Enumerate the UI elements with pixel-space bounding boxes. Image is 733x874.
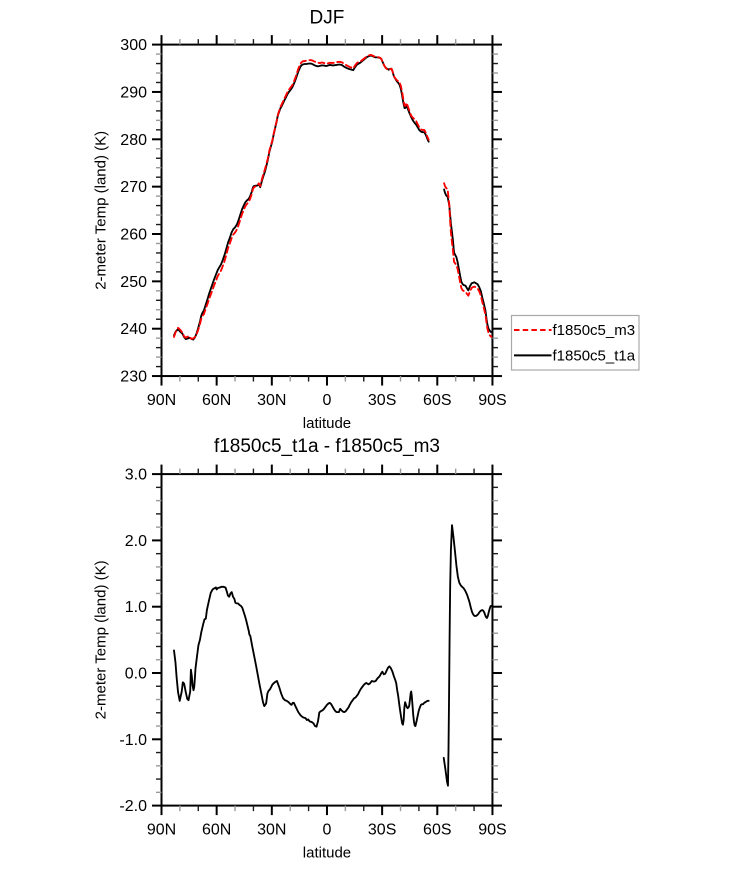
top-plot: 90N 60N 30N 0 30S 60S 90S 230 240 250 260 270 280 290… — [93, 8, 640, 432]
x-tick-label: 30N — [257, 392, 286, 409]
y-tick-label: -2.0 — [119, 798, 147, 815]
curve-f1850c5-t1a-seg0 — [173, 54, 430, 341]
bottom-plot: 90N 60N 30N 0 30S 60S 90S -2.0 -1.0 0.0 1.0 2.0 3.0 f… — [93, 436, 507, 862]
x-tick-label: 60N — [202, 822, 231, 839]
y-axis-label: 2-meter Temp (land) (K) — [93, 131, 110, 290]
y-tick-label: 290 — [120, 84, 147, 101]
y-axis-label: 2-meter Temp (land) (K) — [93, 560, 110, 719]
x-tick-label: 90S — [478, 822, 506, 839]
bottom-plot-title: f1850c5_t1a - f1850c5_m3 — [214, 436, 440, 457]
plot-frame — [160, 473, 494, 807]
x-tick-label: 0 — [323, 392, 332, 409]
y-tick-label: 2.0 — [125, 533, 147, 550]
x-axis-label: latitude — [303, 415, 351, 432]
y-tick-label: 0.0 — [125, 666, 147, 683]
y-tick-label: 230 — [120, 369, 147, 386]
legend-box — [510, 314, 640, 371]
curves — [173, 53, 493, 341]
x-tick-label: 90N — [147, 392, 176, 409]
y-tick-label: 240 — [120, 321, 147, 338]
plot-frame — [160, 43, 494, 378]
curve-f1850c5-t1a-f1850c5-m3-seg1 — [442, 524, 493, 787]
x-tick-label: 60N — [202, 392, 231, 409]
y-tick-label: 270 — [120, 179, 147, 196]
y-tick-label: 250 — [120, 274, 147, 291]
curve-f1850c5-m3-seg0 — [173, 53, 430, 340]
x-tick-label: 30N — [257, 822, 286, 839]
y-axis: -2.0 -1.0 0.0 1.0 2.0 3.0 — [119, 467, 502, 815]
top-plot-title: DJF — [310, 8, 345, 29]
curve-f1850c5-m3-seg1 — [443, 182, 493, 338]
curves — [173, 524, 493, 787]
x-tick-label: 90N — [147, 822, 176, 839]
y-tick-label: 260 — [120, 227, 147, 244]
y-tick-label: -1.0 — [119, 732, 147, 749]
legend: f1850c5_m3 f1850c5_t1a — [510, 314, 640, 371]
x-tick-label: 30S — [368, 822, 396, 839]
x-tick-label: 90S — [478, 392, 506, 409]
x-axis: 90N 60N 30N 0 30S 60S 90S — [147, 464, 507, 839]
y-tick-label: 280 — [120, 132, 147, 149]
curve-f1850c5-t1a-f1850c5-m3-seg0 — [173, 585, 430, 728]
legend-label: f1850c5_t1a — [553, 348, 636, 365]
y-tick-label: 3.0 — [125, 467, 147, 484]
y-axis: 230 240 250 260 270 280 290 300 — [120, 37, 502, 386]
x-tick-label: 30S — [368, 392, 396, 409]
x-tick-label: 60S — [423, 822, 451, 839]
legend-label: f1850c5_m3 — [553, 322, 636, 339]
y-tick-label: 1.0 — [125, 599, 147, 616]
x-axis-label: latitude — [303, 845, 351, 862]
x-tick-label: 0 — [323, 822, 332, 839]
x-tick-label: 60S — [423, 392, 451, 409]
x-axis: 90N 60N 30N 0 30S 60S 90S — [147, 35, 507, 409]
y-tick-label: 300 — [120, 37, 147, 54]
